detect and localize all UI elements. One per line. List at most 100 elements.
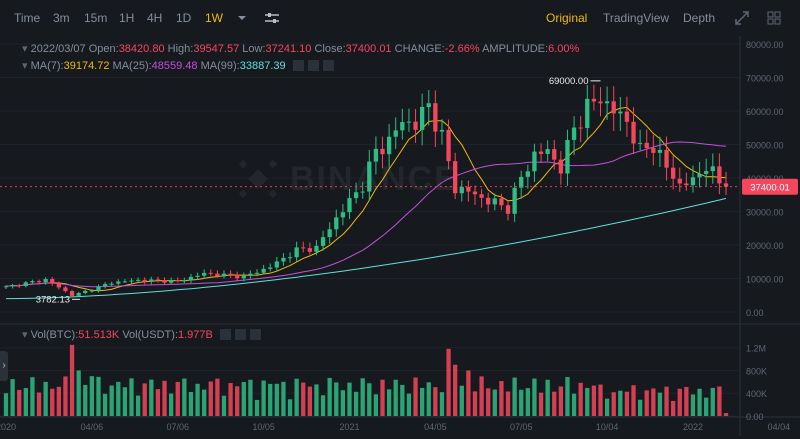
current-price-label: 37400.01 <box>750 183 790 194</box>
volume-bar <box>697 388 702 416</box>
amplitude-label: AMPLITUDE: <box>482 43 549 55</box>
chart-area[interactable]: BINANCE 80000.00 70000.00 60000.00 50000.00… <box>0 36 800 436</box>
candle-body <box>30 281 35 283</box>
candle-body <box>168 280 174 283</box>
candle-body <box>268 267 273 269</box>
candle-body <box>486 197 491 205</box>
interval-1d[interactable]: 1D <box>176 11 192 25</box>
volume-bar <box>552 391 557 416</box>
candle-body <box>281 257 286 262</box>
candle-body <box>274 261 279 268</box>
expand-icon[interactable] <box>735 11 749 28</box>
interval-4h[interactable]: 4H <box>147 11 163 25</box>
candle-body <box>400 122 405 131</box>
volume-bar <box>492 389 497 416</box>
candle-body <box>558 159 564 174</box>
volume-bar <box>591 385 597 416</box>
chevron-down-icon[interactable]: ▾ <box>22 43 28 55</box>
volume-axis-label: 400K <box>746 389 767 399</box>
candle-body <box>314 245 319 252</box>
volume-bar <box>486 388 491 416</box>
chevron-right-icon[interactable]: › <box>0 351 8 381</box>
volume-bar <box>175 381 180 416</box>
view-original[interactable]: Original <box>546 11 588 25</box>
volume-bar <box>96 376 101 416</box>
volume-bar <box>558 386 564 416</box>
chevron-down-icon[interactable] <box>237 12 247 26</box>
view-depth[interactable]: Depth <box>683 11 716 25</box>
volume-bar <box>512 377 517 416</box>
vol-btc-value: 51.513K <box>78 329 120 341</box>
volume-bar <box>525 388 530 416</box>
chevron-down-icon[interactable]: ▾ <box>22 329 28 341</box>
candle-body <box>43 279 48 283</box>
volume-bar <box>235 386 240 416</box>
candle-body <box>439 129 445 132</box>
volume-bar <box>505 391 511 416</box>
time-axis-label: 2021 <box>339 422 359 432</box>
price-axis-label: 20000.00 <box>746 241 784 251</box>
volume-bar <box>446 348 451 416</box>
candle-body <box>519 176 524 188</box>
interval-3m[interactable]: 3m <box>53 11 70 25</box>
volume-bar <box>386 389 392 416</box>
candle-body <box>3 286 9 288</box>
candle-body <box>69 291 75 296</box>
time-axis-label: 2022 <box>683 422 703 432</box>
chevron-down-icon[interactable]: ▾ <box>22 60 28 72</box>
candle-body <box>380 148 385 155</box>
vol-settings-icon[interactable] <box>219 329 231 340</box>
settings-sliders-icon[interactable] <box>264 11 280 28</box>
candle-body <box>618 111 623 114</box>
price-axis-label: 60000.00 <box>746 107 784 117</box>
ma-visibility-icon[interactable] <box>307 60 319 71</box>
ma-info: ▾ MA(7):39174.72 MA(25):48559.48 MA(99):… <box>22 59 334 72</box>
candle-body <box>83 290 88 294</box>
candle-body <box>697 173 702 178</box>
candle-body <box>545 149 550 154</box>
volume-bar <box>426 382 431 416</box>
volume-bar <box>420 387 425 416</box>
candle-body <box>492 198 497 205</box>
candle-body <box>657 149 663 153</box>
candle-body <box>710 166 715 172</box>
vol-close-icon[interactable] <box>249 329 261 340</box>
vol-btc-label: Vol(BTC): <box>30 329 79 341</box>
candle-body <box>671 167 676 179</box>
volume-bar <box>168 393 174 416</box>
vol-visibility-icon[interactable] <box>234 329 246 340</box>
ma-close-icon[interactable] <box>322 60 334 71</box>
volume-bar <box>102 393 108 416</box>
candle-body <box>420 107 425 130</box>
candle-body <box>294 247 299 258</box>
ma-settings-icon[interactable] <box>292 60 304 71</box>
candlestick-chart[interactable]: BINANCE 80000.00 70000.00 60000.00 50000.00… <box>0 36 800 436</box>
candle-body <box>221 273 227 277</box>
candle-body <box>122 281 128 283</box>
volume-bar <box>261 380 266 416</box>
volume-bar <box>208 381 213 416</box>
candle-body <box>571 127 577 140</box>
interval-1h[interactable]: 1H <box>119 11 135 25</box>
time-axis-label: 2020 <box>0 422 16 432</box>
interval-1w[interactable]: 1W <box>205 11 223 25</box>
volume-bar <box>578 382 583 416</box>
volume-bar <box>723 413 729 416</box>
candle-body <box>116 281 121 284</box>
volume-bar <box>677 388 682 416</box>
candle-date: 2022/03/07 <box>30 43 86 55</box>
candle-body <box>195 275 200 277</box>
interval-15m[interactable]: 15m <box>84 11 108 25</box>
time-button[interactable]: Time <box>14 11 41 25</box>
volume-bar <box>637 399 643 416</box>
grid-icon[interactable] <box>767 11 781 28</box>
volume-bar <box>135 395 141 416</box>
volume-bar <box>89 376 95 416</box>
amplitude-value: 6.00% <box>548 43 580 55</box>
volume-bar <box>241 382 246 416</box>
volume-bar <box>453 364 458 416</box>
volume-bar <box>657 392 663 416</box>
candle-body <box>208 272 213 274</box>
volume-bar <box>188 392 194 416</box>
view-tradingview[interactable]: TradingView <box>603 11 670 25</box>
